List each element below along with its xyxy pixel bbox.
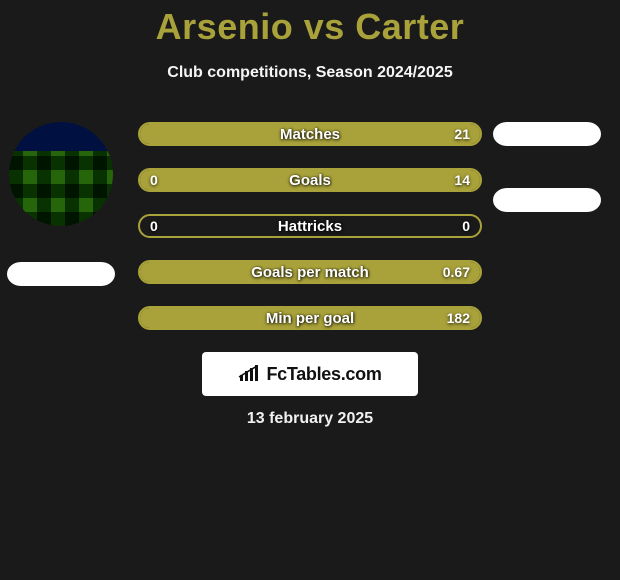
stats-table: Matches 21 0 Goals 14 0 Hattricks 0 Goals per ma… xyxy=(138,122,482,330)
stat-label: Matches xyxy=(280,126,340,143)
stat-label: Goals xyxy=(289,172,331,189)
stat-row: Goals per match 0.67 xyxy=(138,260,482,284)
stat-label: Min per goal xyxy=(266,310,354,327)
player-right-name-pill-2 xyxy=(493,188,601,212)
stat-value-right: 0 xyxy=(462,218,470,234)
date-label: 13 february 2025 xyxy=(0,410,620,428)
player-right-name-pill-1 xyxy=(493,122,601,146)
stat-value-right: 14 xyxy=(454,172,470,188)
stat-value-left: 0 xyxy=(150,218,158,234)
stat-row: 0 Hattricks 0 xyxy=(138,214,482,238)
player-left-avatar xyxy=(9,122,113,226)
brand-badge[interactable]: FcTables.com xyxy=(202,352,418,396)
stat-row: Min per goal 182 xyxy=(138,306,482,330)
stat-label: Hattricks xyxy=(278,218,342,235)
player-left-panel xyxy=(6,122,116,286)
brand-text: FcTables.com xyxy=(266,364,381,385)
avatar-pixel-icon xyxy=(9,122,113,226)
stat-value-right: 0.67 xyxy=(443,264,470,280)
page-title: Arsenio vs Carter xyxy=(0,0,620,48)
stat-value-left: 0 xyxy=(150,172,158,188)
stat-value-right: 21 xyxy=(454,126,470,142)
bar-chart-icon xyxy=(238,365,260,383)
stat-row: 0 Goals 14 xyxy=(138,168,482,192)
stat-value-right: 182 xyxy=(447,310,470,326)
player-right-panel xyxy=(492,122,602,212)
stat-label: Goals per match xyxy=(251,264,369,281)
player-left-name-pill xyxy=(7,262,115,286)
stat-row: Matches 21 xyxy=(138,122,482,146)
subtitle: Club competitions, Season 2024/2025 xyxy=(0,64,620,82)
